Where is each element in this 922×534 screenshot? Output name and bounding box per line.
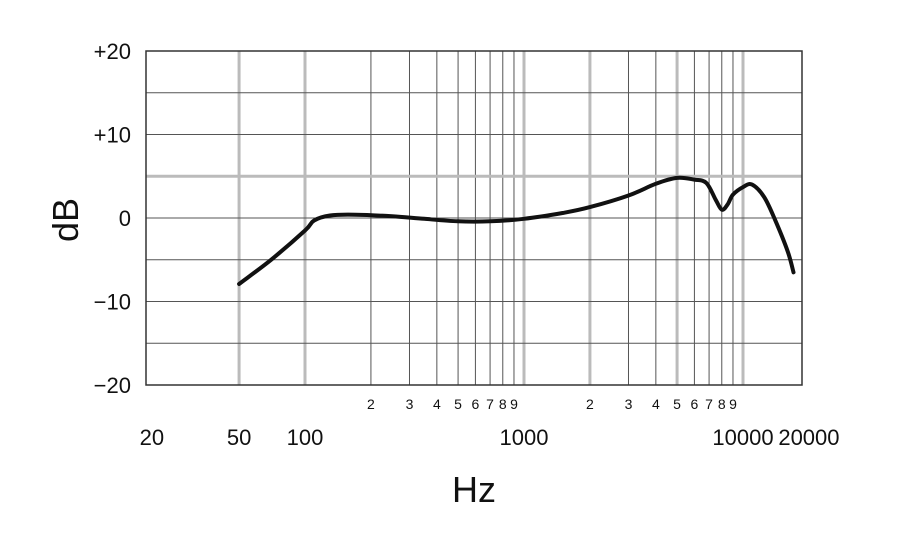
x-major-tick-label: 10000 <box>712 425 773 450</box>
x-major-tick-label: 100 <box>287 425 324 450</box>
x-minor-tick-label: 8 <box>718 396 726 412</box>
x-minor-tick-label: 5 <box>454 396 462 412</box>
x-minor-tick-label: 4 <box>433 396 441 412</box>
x-minor-tick-label: 2 <box>367 396 375 412</box>
y-tick-label: −20 <box>94 373 131 398</box>
x-minor-tick-label: 6 <box>691 396 699 412</box>
plot-frame <box>145 50 803 386</box>
grid <box>146 51 802 385</box>
y-tick-label: −10 <box>94 290 131 315</box>
x-major-tick-label: 1000 <box>500 425 549 450</box>
x-minor-tick-label: 4 <box>652 396 660 412</box>
y-tick-labels: +20 +10 0 −10 −20 <box>94 39 131 398</box>
x-minor-tick-label: 9 <box>729 396 737 412</box>
response-curve <box>237 175 796 286</box>
x-major-tick-label: 50 <box>227 425 251 450</box>
x-major-tick-labels: 20 50 100 1000 10000 20000 <box>140 425 840 450</box>
x-axis-title: Hz <box>452 469 496 510</box>
x-minor-tick-label: 8 <box>499 396 507 412</box>
y-axis-title: dB <box>45 198 86 242</box>
y-tick-label: +10 <box>94 123 131 148</box>
y-tick-label: 0 <box>119 206 131 231</box>
x-minor-tick-label: 3 <box>625 396 633 412</box>
x-major-tick-label: 20000 <box>778 425 839 450</box>
x-minor-tick-label: 7 <box>486 396 494 412</box>
x-minor-tick-label: 9 <box>510 396 518 412</box>
x-minor-tick-label: 2 <box>586 396 594 412</box>
y-tick-label: +20 <box>94 39 131 64</box>
x-major-tick-label: 20 <box>140 425 164 450</box>
x-minor-tick-label: 7 <box>705 396 713 412</box>
x-minor-tick-label: 6 <box>472 396 480 412</box>
x-minor-tick-label: 5 <box>673 396 681 412</box>
x-minor-tick-label: 3 <box>406 396 414 412</box>
